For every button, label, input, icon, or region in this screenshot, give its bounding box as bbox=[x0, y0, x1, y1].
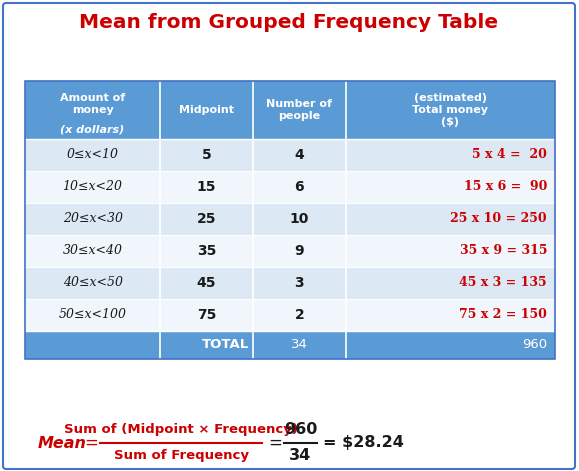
Text: =: = bbox=[268, 434, 282, 452]
Text: Sum of Frequency: Sum of Frequency bbox=[113, 449, 248, 463]
Text: 25: 25 bbox=[197, 212, 217, 226]
Text: 20≤x<30: 20≤x<30 bbox=[63, 212, 123, 226]
Text: 25 x 10 = 250: 25 x 10 = 250 bbox=[450, 212, 547, 226]
Text: 45: 45 bbox=[197, 276, 217, 290]
Text: 4: 4 bbox=[294, 148, 304, 162]
Bar bbox=[25, 81, 555, 139]
Bar bbox=[25, 139, 555, 171]
Text: Amount of
money: Amount of money bbox=[60, 93, 125, 115]
Text: 960: 960 bbox=[284, 422, 317, 438]
Text: 960: 960 bbox=[522, 339, 547, 351]
Text: 9: 9 bbox=[295, 244, 304, 258]
Text: Mean: Mean bbox=[38, 436, 87, 450]
Text: 34: 34 bbox=[291, 339, 307, 351]
Text: TOTAL: TOTAL bbox=[201, 339, 249, 351]
Text: 35: 35 bbox=[197, 244, 216, 258]
Text: Mean from Grouped Frequency Table: Mean from Grouped Frequency Table bbox=[79, 14, 499, 32]
Text: 5 x 4 =  20: 5 x 4 = 20 bbox=[472, 148, 547, 162]
Text: 5: 5 bbox=[201, 148, 211, 162]
Bar bbox=[25, 171, 555, 203]
Text: 3: 3 bbox=[295, 276, 304, 290]
Text: 75: 75 bbox=[197, 308, 216, 322]
Text: 75 x 2 = 150: 75 x 2 = 150 bbox=[459, 309, 547, 322]
Text: Sum of (Midpoint × Frequency): Sum of (Midpoint × Frequency) bbox=[64, 423, 298, 437]
Text: Number of
people: Number of people bbox=[266, 99, 332, 121]
FancyBboxPatch shape bbox=[3, 3, 575, 469]
Bar bbox=[25, 267, 555, 299]
Text: (x dollars): (x dollars) bbox=[60, 124, 124, 134]
Text: =: = bbox=[84, 434, 98, 452]
Text: 6: 6 bbox=[295, 180, 304, 194]
Text: 15 x 6 =  90: 15 x 6 = 90 bbox=[464, 180, 547, 194]
Text: 35 x 9 = 315: 35 x 9 = 315 bbox=[460, 244, 547, 258]
Text: 50≤x<100: 50≤x<100 bbox=[58, 309, 127, 322]
Bar bbox=[25, 81, 555, 359]
Text: Midpoint: Midpoint bbox=[179, 105, 234, 115]
Text: 2: 2 bbox=[294, 308, 304, 322]
Text: (estimated)
Total money
($): (estimated) Total money ($) bbox=[412, 93, 488, 127]
Text: 0≤x<10: 0≤x<10 bbox=[67, 148, 119, 162]
Text: 15: 15 bbox=[197, 180, 217, 194]
Text: 30≤x<40: 30≤x<40 bbox=[63, 244, 123, 258]
Text: 10≤x<20: 10≤x<20 bbox=[63, 180, 123, 194]
Text: 45 x 3 = 135: 45 x 3 = 135 bbox=[459, 276, 547, 290]
Bar bbox=[25, 235, 555, 267]
Text: = $28.24: = $28.24 bbox=[323, 436, 404, 450]
Text: 40≤x<50: 40≤x<50 bbox=[63, 276, 123, 290]
Text: 10: 10 bbox=[290, 212, 309, 226]
Bar bbox=[25, 203, 555, 235]
Bar bbox=[25, 299, 555, 331]
Text: 34: 34 bbox=[290, 448, 312, 463]
Bar bbox=[25, 331, 555, 359]
